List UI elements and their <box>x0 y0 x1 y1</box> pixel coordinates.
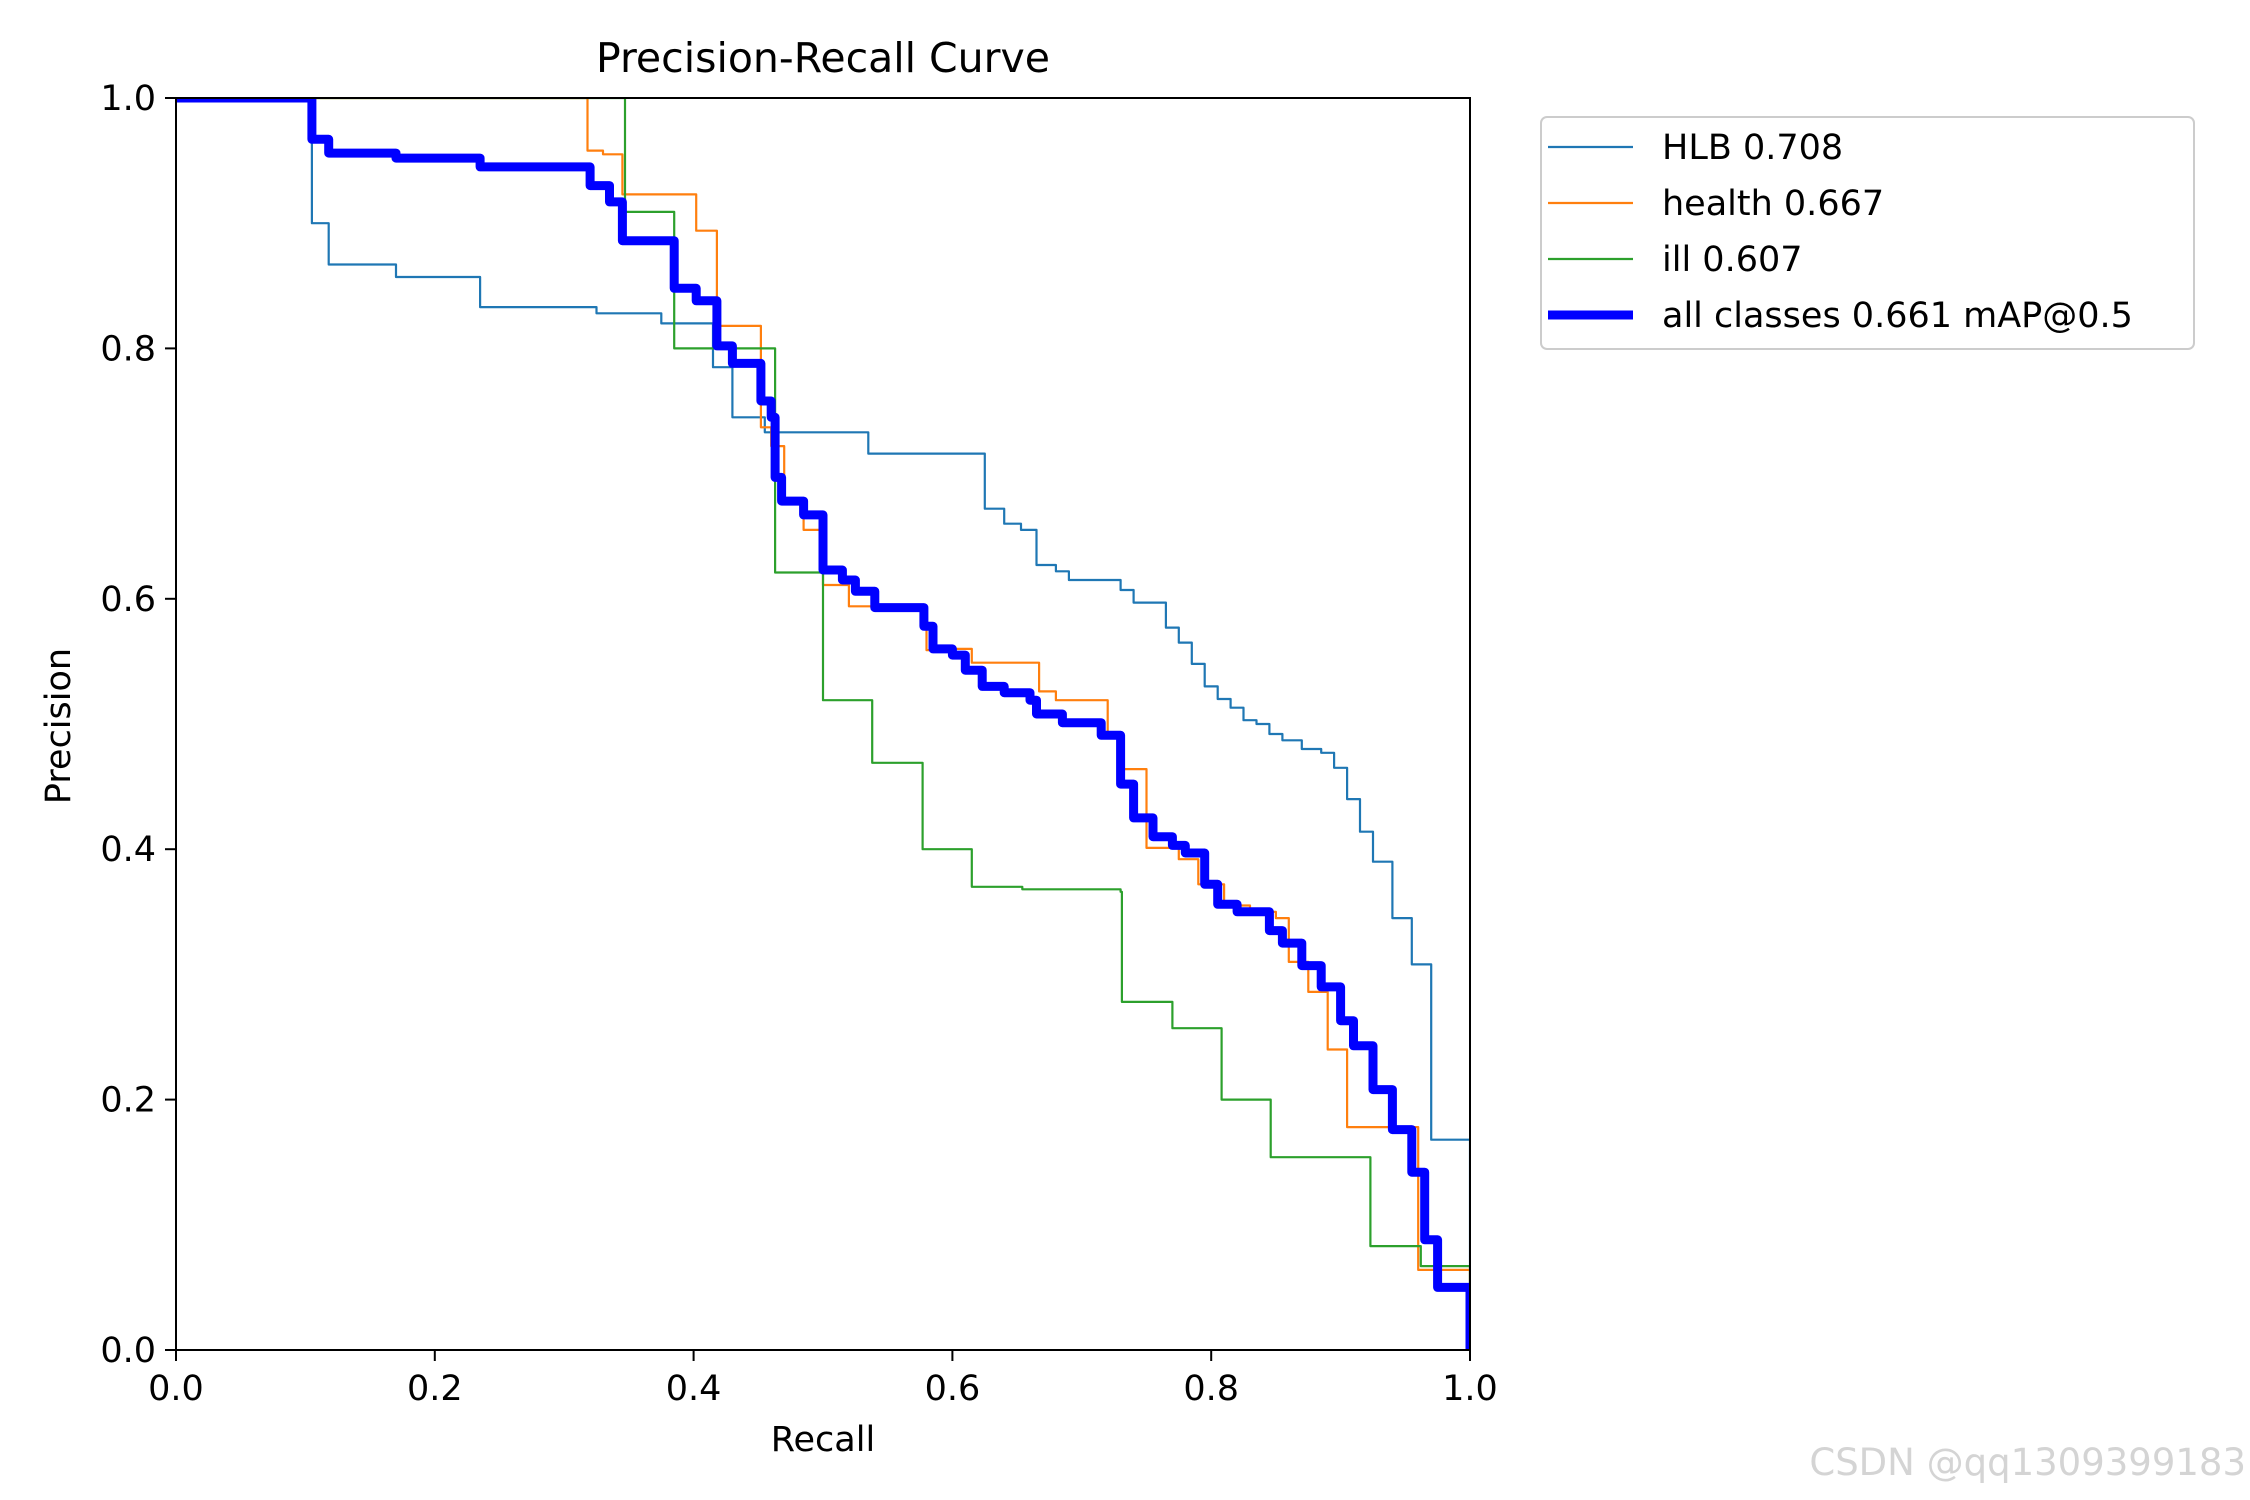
y-tick-label: 0.4 <box>100 830 156 870</box>
x-tick-label: 0.0 <box>148 1369 204 1409</box>
y-tick-label: 0.8 <box>100 329 156 369</box>
x-axis-ticks: 0.0 0.2 0.4 0.6 0.8 1.0 <box>148 1350 1498 1409</box>
series-line-1 <box>176 98 1470 1350</box>
legend-label: health 0.667 <box>1662 184 1884 224</box>
y-tick-label: 1.0 <box>100 79 156 119</box>
legend-label: all classes 0.661 mAP@0.5 <box>1662 296 2133 336</box>
chart-title: Precision-Recall Curve <box>596 34 1050 82</box>
series-layer <box>176 98 1470 1350</box>
legend: HLB 0.708 health 0.667 ill 0.607 all classe… <box>1540 116 2195 350</box>
y-tick-label: 0.6 <box>100 580 156 620</box>
y-tick-label: 0.0 <box>100 1331 156 1371</box>
legend-label: ill 0.607 <box>1662 240 1803 280</box>
x-tick-label: 0.4 <box>666 1369 722 1409</box>
x-tick-label: 0.6 <box>925 1369 981 1409</box>
plot-frame <box>175 97 1471 1351</box>
y-axis-label: Precision <box>39 648 79 804</box>
watermark: CSDN @qq1309399183 <box>1809 1441 2246 1484</box>
series-line-2 <box>176 98 1470 1350</box>
series-line-4 <box>176 98 1470 1350</box>
x-tick-label: 0.2 <box>407 1369 463 1409</box>
y-tick-label: 0.2 <box>100 1081 156 1121</box>
legend-box <box>1540 116 2195 350</box>
y-axis-ticks: 0.0 0.2 0.4 0.6 0.8 1.0 <box>100 79 176 1371</box>
legend-label: HLB 0.708 <box>1662 128 1843 168</box>
x-axis-label: Recall <box>771 1420 875 1460</box>
x-tick-label: 1.0 <box>1442 1369 1498 1409</box>
x-tick-label: 0.8 <box>1183 1369 1239 1409</box>
